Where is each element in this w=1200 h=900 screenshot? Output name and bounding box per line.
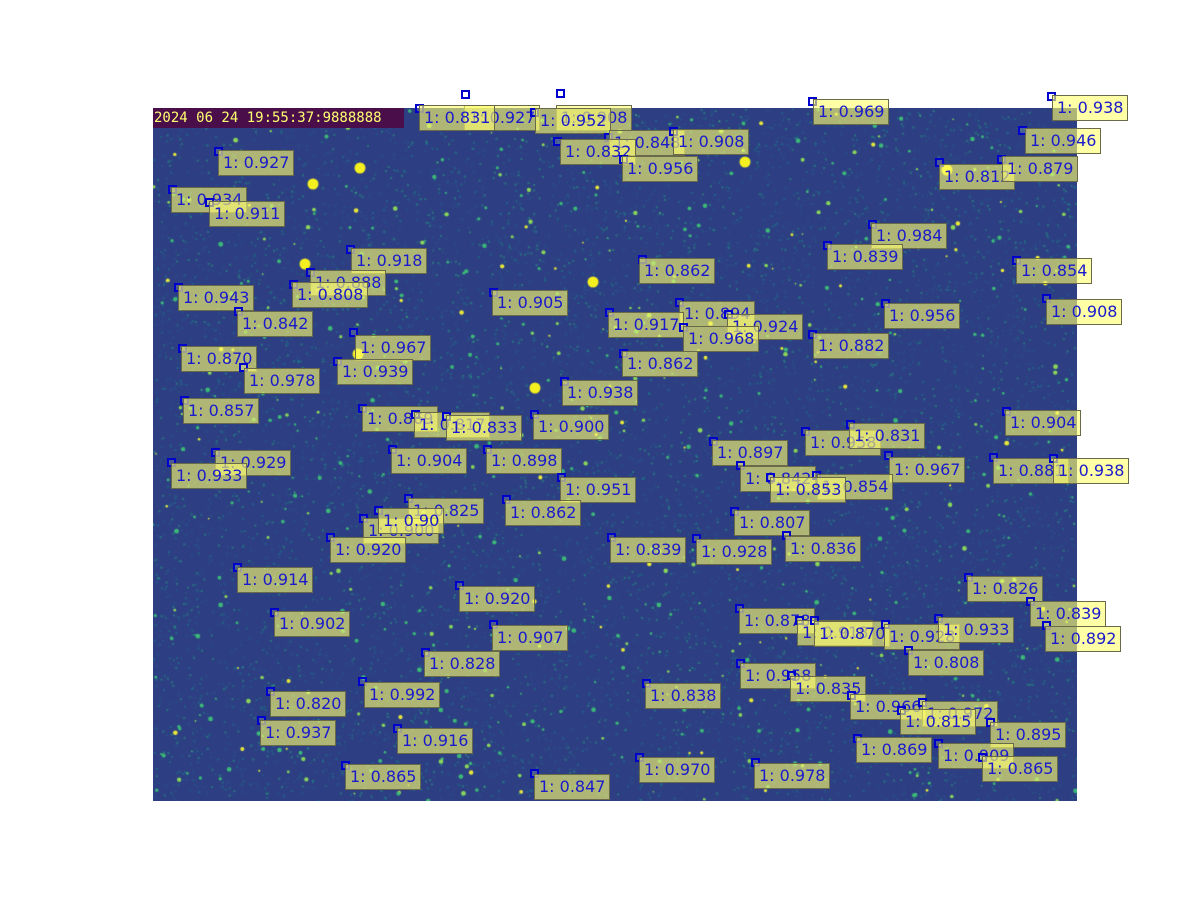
- detection-label: 1: 0.897: [712, 440, 789, 466]
- detection-label: 1: 0.862: [505, 500, 582, 526]
- detection-label: 1: 0.946: [1025, 128, 1102, 154]
- detection-label: 1: 0.918: [351, 248, 428, 274]
- detection-label: 1: 0.865: [982, 756, 1059, 782]
- detection-label: 1: 0.879: [1002, 156, 1079, 182]
- detection-label: 1: 0.815: [900, 709, 977, 735]
- detection-label: 1: 0.937: [260, 720, 337, 746]
- detection-overlay: 1: 0.927 1: 0.908 1: 0.831 1: 0.952 1: 0.969…: [153, 89, 1130, 801]
- detection-box: [239, 363, 248, 372]
- detection-label: 1: 0.933: [938, 617, 1015, 643]
- detection-label: 1: 0.808: [908, 650, 985, 676]
- detection-label: 1: 0.904: [391, 448, 468, 474]
- detection-label: 1: 0.902: [274, 611, 351, 637]
- detection-box: [349, 328, 358, 337]
- detection-label: 1: 0.836: [785, 536, 862, 562]
- detection-label: 1: 0.898: [486, 448, 563, 474]
- detection-label: 1: 0.920: [330, 537, 407, 563]
- detection-label: 1: 0.938: [1053, 458, 1130, 484]
- detection-label: 1: 0.839: [827, 244, 904, 270]
- detection-label: 1: 0.956: [622, 156, 699, 182]
- detection-label: 1: 0.831: [419, 105, 496, 131]
- detection-box: [461, 90, 470, 99]
- detection-label: 1: 0.853: [770, 477, 847, 503]
- detection-label: 1: 0.838: [645, 683, 722, 709]
- detection-label: 1: 0.969: [813, 99, 890, 125]
- detection-box: [556, 89, 565, 98]
- detection-label: 1: 0.870: [181, 346, 258, 372]
- detection-label: 1: 0.90: [378, 508, 445, 534]
- timestamp-overlay: 2024 06 24 19:55:37:9888888: [153, 108, 404, 128]
- detection-label: 1: 0.904: [1005, 410, 1082, 436]
- detection-label: 1: 0.865: [345, 764, 422, 790]
- detection-label: 1: 0.908: [673, 129, 750, 155]
- detection-label: 1: 0.847: [534, 774, 611, 800]
- detection-label: 1: 0.951: [560, 477, 637, 503]
- detection-label: 1: 0.967: [355, 335, 432, 361]
- detection-label: 1: 0.828: [424, 651, 501, 677]
- detection-label: 1: 0.892: [1045, 626, 1122, 652]
- detection-label: 1: 0.992: [364, 682, 441, 708]
- detection-label: 1: 0.832: [560, 139, 637, 165]
- detection-label: 1: 0.807: [734, 510, 811, 536]
- detection-label: 1: 0.938: [562, 380, 639, 406]
- detection-label: 1: 0.952: [535, 108, 612, 134]
- detection-label: 1: 0.854: [1016, 258, 1093, 284]
- detection-label: 1: 0.839: [1030, 601, 1107, 627]
- detection-label: 1: 0.928: [696, 539, 773, 565]
- detection-label: 1: 0.911: [209, 201, 286, 227]
- star-field-image-panel: 2024 06 24 19:55:37:9888888 1: 0.927 1: 0…: [153, 89, 1130, 801]
- detection-label: 1: 0.967: [889, 457, 966, 483]
- detection-label: 1: 0.933: [171, 463, 248, 489]
- detection-label: 1: 0.978: [244, 368, 321, 394]
- detection-label: 1: 0.839: [610, 537, 687, 563]
- detection-label: 1: 0.833: [446, 415, 523, 441]
- detection-label: 1: 0.927: [218, 150, 295, 176]
- detection-label: 1: 0.917: [608, 312, 685, 338]
- detection-label: 1: 0.914: [237, 567, 314, 593]
- detection-label: 1: 0.938: [1052, 95, 1129, 121]
- detection-label: 1: 0.920: [459, 586, 536, 612]
- detection-label: 1: 0.870: [814, 621, 891, 647]
- detection-label: 1: 0.908: [1046, 299, 1123, 325]
- detection-label: 1: 0.978: [754, 763, 831, 789]
- detection-label: 1: 0.907: [492, 625, 569, 651]
- detection-label: 1: 0.808: [292, 282, 369, 308]
- detection-label: 1: 0.869: [856, 737, 933, 763]
- detection-label: 1: 0.820: [270, 691, 347, 717]
- detection-box: [358, 677, 367, 686]
- detection-label: 1: 0.862: [622, 351, 699, 377]
- detection-box: [884, 451, 893, 460]
- detection-label: 1: 0.857: [183, 398, 260, 424]
- detection-label: 1: 0.905: [492, 290, 569, 316]
- detection-label: 1: 0.939: [337, 359, 414, 385]
- detection-label: 1: 0.835: [790, 676, 867, 702]
- detection-label: 1: 0.900: [533, 414, 610, 440]
- detection-label: 1: 0.943: [178, 285, 255, 311]
- detection-label: 1: 0.831: [849, 423, 926, 449]
- detection-label: 1: 0.956: [884, 303, 961, 329]
- detection-label: 1: 0.882: [813, 333, 890, 359]
- detection-label: 1: 0.842: [237, 311, 314, 337]
- detection-label: 1: 0.968: [683, 326, 760, 352]
- detection-label: 1: 0.970: [639, 757, 716, 783]
- detection-label: 1: 0.862: [639, 258, 716, 284]
- detection-label: 1: 0.916: [397, 728, 474, 754]
